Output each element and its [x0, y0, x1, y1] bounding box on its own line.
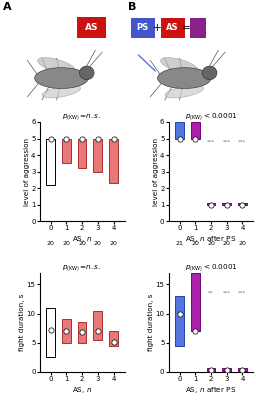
Text: 20: 20: [223, 241, 231, 246]
Bar: [78, 138, 87, 168]
Text: PS: PS: [137, 24, 149, 32]
Bar: [175, 296, 184, 346]
Ellipse shape: [35, 68, 88, 88]
Text: B: B: [128, 2, 136, 12]
Bar: [222, 203, 231, 205]
Ellipse shape: [161, 58, 198, 74]
Bar: [93, 311, 102, 340]
X-axis label: AS, $n$ after PS: AS, $n$ after PS: [185, 234, 237, 244]
Bar: [109, 138, 118, 183]
Text: A: A: [3, 2, 11, 12]
Text: =: =: [182, 22, 191, 32]
Ellipse shape: [202, 66, 217, 80]
Text: AS: AS: [85, 23, 98, 32]
X-axis label: AS, $n$: AS, $n$: [72, 234, 92, 244]
Y-axis label: level of aggression: level of aggression: [24, 138, 30, 206]
Ellipse shape: [42, 85, 81, 98]
Bar: [62, 320, 71, 343]
Text: +: +: [153, 22, 161, 32]
Y-axis label: level of aggression: level of aggression: [153, 138, 158, 206]
Text: 20: 20: [191, 241, 199, 246]
Bar: [207, 203, 215, 205]
Ellipse shape: [79, 66, 94, 80]
Bar: [191, 273, 200, 331]
Ellipse shape: [165, 85, 204, 98]
Y-axis label: fight duration, s: fight duration, s: [148, 294, 154, 351]
Text: 20: 20: [47, 241, 55, 246]
Bar: [191, 122, 200, 138]
Text: ***: ***: [238, 290, 247, 295]
Text: 21: 21: [176, 241, 184, 246]
Bar: [207, 368, 215, 372]
Text: ***: ***: [223, 139, 231, 144]
Bar: [46, 138, 55, 185]
Title: $p_{\mathrm{(KW)}}\!=\!n.s.$: $p_{\mathrm{(KW)}}\!=\!n.s.$: [62, 112, 102, 122]
Ellipse shape: [158, 68, 211, 88]
Bar: [109, 331, 118, 346]
Text: AS: AS: [166, 24, 179, 32]
Text: ***: ***: [207, 139, 215, 144]
Text: **: **: [208, 290, 214, 295]
Title: $p_{\mathrm{(KW)}}< 0.0001$: $p_{\mathrm{(KW)}}< 0.0001$: [185, 262, 237, 273]
Text: 20: 20: [78, 241, 86, 246]
Y-axis label: fight duration, s: fight duration, s: [19, 294, 25, 351]
Bar: [93, 138, 102, 172]
Title: $p_{\mathrm{(KW)}}\!=\!n.s.$: $p_{\mathrm{(KW)}}\!=\!n.s.$: [62, 263, 102, 273]
Bar: [78, 322, 87, 343]
X-axis label: AS, $n$: AS, $n$: [72, 385, 92, 395]
Text: 20: 20: [239, 241, 246, 246]
Bar: [62, 138, 71, 163]
Text: ***: ***: [223, 290, 231, 295]
Text: 20: 20: [110, 241, 118, 246]
X-axis label: AS, $n$ after PS: AS, $n$ after PS: [185, 385, 237, 395]
Text: 20: 20: [94, 241, 102, 246]
Bar: [46, 308, 55, 358]
Ellipse shape: [38, 58, 76, 74]
Bar: [175, 122, 184, 138]
Title: $p_{\mathrm{(KW)}}< 0.0001$: $p_{\mathrm{(KW)}}< 0.0001$: [185, 111, 237, 122]
Bar: [238, 368, 247, 372]
Text: ***: ***: [238, 139, 247, 144]
Bar: [222, 368, 231, 372]
Text: 20: 20: [207, 241, 215, 246]
Text: 20: 20: [62, 241, 70, 246]
Bar: [238, 203, 247, 205]
